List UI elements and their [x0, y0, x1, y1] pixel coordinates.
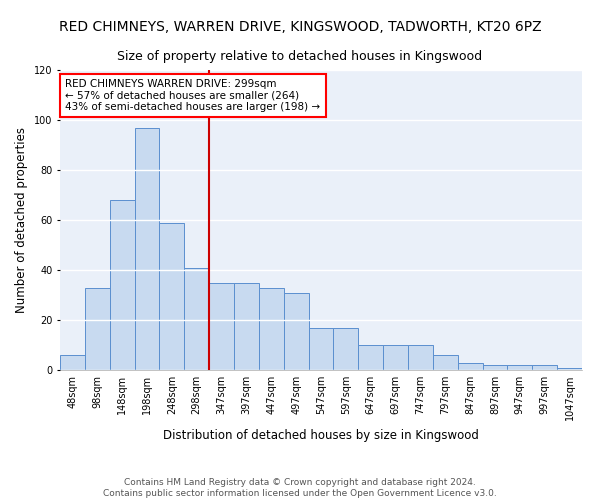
- Y-axis label: Number of detached properties: Number of detached properties: [16, 127, 28, 313]
- Bar: [284, 292, 308, 370]
- Bar: [557, 368, 582, 370]
- Bar: [184, 268, 209, 370]
- Bar: [383, 345, 408, 370]
- Bar: [308, 328, 334, 370]
- X-axis label: Distribution of detached houses by size in Kingswood: Distribution of detached houses by size …: [163, 428, 479, 442]
- Bar: [358, 345, 383, 370]
- Bar: [458, 362, 482, 370]
- Text: RED CHIMNEYS, WARREN DRIVE, KINGSWOOD, TADWORTH, KT20 6PZ: RED CHIMNEYS, WARREN DRIVE, KINGSWOOD, T…: [59, 20, 541, 34]
- Text: Size of property relative to detached houses in Kingswood: Size of property relative to detached ho…: [118, 50, 482, 63]
- Bar: [532, 365, 557, 370]
- Bar: [60, 355, 85, 370]
- Bar: [110, 200, 134, 370]
- Bar: [160, 222, 184, 370]
- Text: RED CHIMNEYS WARREN DRIVE: 299sqm
← 57% of detached houses are smaller (264)
43%: RED CHIMNEYS WARREN DRIVE: 299sqm ← 57% …: [65, 79, 320, 112]
- Bar: [508, 365, 532, 370]
- Bar: [408, 345, 433, 370]
- Text: Contains HM Land Registry data © Crown copyright and database right 2024.
Contai: Contains HM Land Registry data © Crown c…: [103, 478, 497, 498]
- Bar: [234, 282, 259, 370]
- Bar: [334, 328, 358, 370]
- Bar: [85, 288, 110, 370]
- Bar: [482, 365, 508, 370]
- Bar: [134, 128, 160, 370]
- Bar: [209, 282, 234, 370]
- Bar: [259, 288, 284, 370]
- Bar: [433, 355, 458, 370]
